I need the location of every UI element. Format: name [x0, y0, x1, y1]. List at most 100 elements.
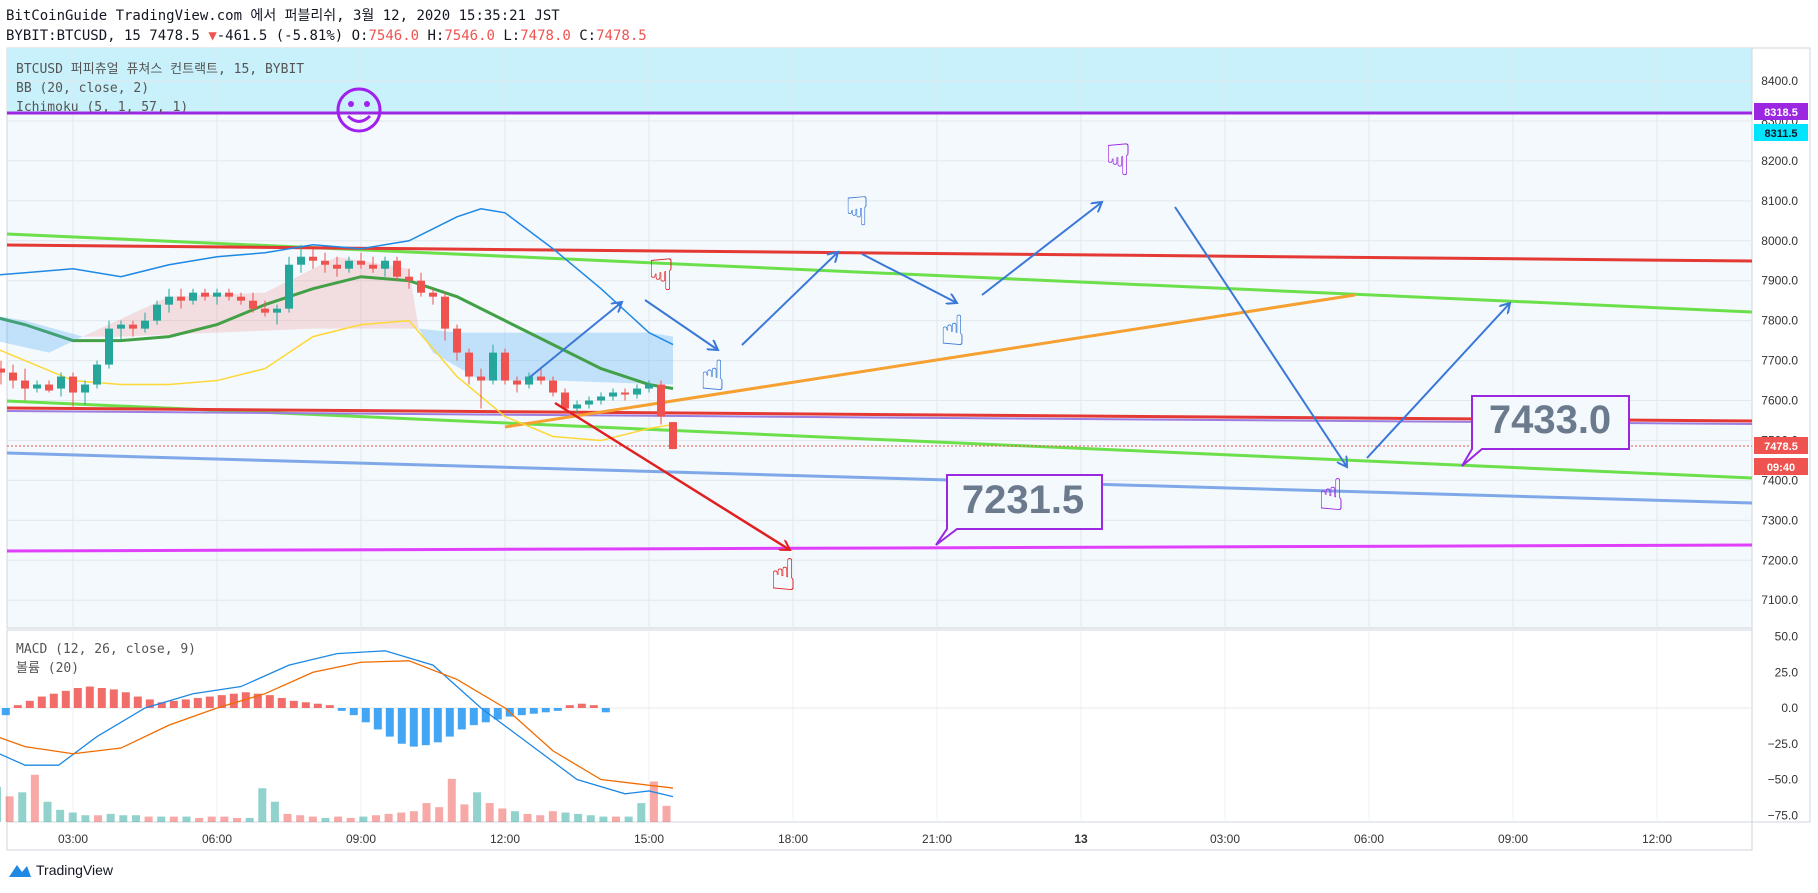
- macd-hist-bar: [181, 699, 190, 708]
- candle-body: [189, 292, 197, 301]
- candle-body: [57, 376, 65, 389]
- smiley-icon[interactable]: [336, 87, 382, 133]
- legend-macd[interactable]: MACD (12, 26, close, 9): [16, 642, 196, 657]
- macd-tick-label: 25.0: [1775, 665, 1799, 679]
- macd-hist-bar: [325, 705, 334, 708]
- change-triangle-icon: ▼: [208, 28, 217, 44]
- projection-arrow-5[interactable]: [981, 202, 1102, 296]
- price-tick-label: 8100.0: [1761, 194, 1798, 208]
- projection-arrow-7[interactable]: [1366, 303, 1510, 459]
- volume-bar: [207, 816, 216, 822]
- projection-arrow-2[interactable]: [644, 299, 718, 350]
- macd-hist-bar: [553, 708, 562, 711]
- price-tick-label: 7700.0: [1761, 354, 1798, 368]
- candle-body: [105, 328, 113, 365]
- candle-body: [357, 260, 365, 265]
- legend-bb[interactable]: BB (20, close, 2): [16, 81, 149, 96]
- volume-bar: [258, 788, 267, 822]
- time-axis[interactable]: [6, 821, 1753, 851]
- candle-body: [657, 384, 665, 417]
- candle-body: [441, 296, 449, 329]
- pointing-hand-purple-icon[interactable]: ☝: [1318, 470, 1345, 521]
- pointing-hand-blue-icon[interactable]: ☝: [940, 306, 965, 355]
- price-callout-middle[interactable]: 7231.5: [935, 474, 1103, 546]
- volume-bar: [30, 774, 39, 822]
- pointing-hand-blue-icon[interactable]: ☝: [700, 351, 725, 400]
- trend-line-blue[interactable]: [6, 451, 1753, 505]
- candle-body: [9, 372, 17, 381]
- time-ticks: 03:00 06:00 09:00 12:00 15:00 18:00 21:00 13 03:…: [58, 832, 1672, 846]
- macd-hist-bar: [577, 703, 586, 708]
- tradingview-logo-icon: [9, 865, 31, 877]
- tradingview-logo[interactable]: TradingView: [8, 862, 113, 878]
- projection-arrow-6[interactable]: [1174, 206, 1347, 467]
- volume-bar: [94, 815, 103, 822]
- macd-hist-bar: [25, 700, 34, 708]
- volume-bar: [56, 809, 65, 822]
- legend-volume[interactable]: 볼륨 (20): [16, 661, 79, 676]
- macd-hist-bar: [313, 703, 322, 708]
- legend-main[interactable]: BTCUSD 퍼피츄얼 퓨쳐스 컨트랙트, 15, BYBIT: [16, 62, 304, 77]
- volume-bar: [119, 815, 128, 822]
- macd-tick-label: 50.0: [1775, 630, 1799, 644]
- price-callout-right[interactable]: 7433.0: [1461, 395, 1630, 467]
- volume-bar: [5, 796, 14, 822]
- volume-bar: [649, 781, 658, 822]
- macd-hist-bar: [193, 697, 202, 708]
- candle-body: [585, 400, 593, 405]
- volume-bar: [536, 815, 545, 822]
- price-pane[interactable]: [6, 47, 1753, 629]
- candle-body: [573, 404, 581, 409]
- macd-pane[interactable]: [6, 629, 1753, 823]
- legend-ichimoku[interactable]: Ichimoku (5, 1, 57, 1): [16, 100, 188, 115]
- price-axis[interactable]: [1751, 47, 1811, 823]
- volume-bar: [409, 811, 418, 822]
- projection-arrow-1[interactable]: [529, 302, 622, 378]
- macd-hist-bar: [373, 708, 382, 730]
- open-value: 7546.0: [368, 28, 420, 44]
- pointing-hand-purple-icon[interactable]: ☟: [1105, 135, 1132, 186]
- macd-hist-bar: [457, 708, 466, 730]
- trend-line-orange[interactable]: [504, 293, 1356, 429]
- candle-body: [465, 352, 473, 377]
- candle-body: [153, 304, 161, 321]
- time-tick-label: 13: [1074, 832, 1088, 846]
- pointing-hand-red-icon[interactable]: ☟: [648, 250, 675, 301]
- candle-body: [69, 376, 77, 393]
- volume-bar: [346, 817, 355, 822]
- projection-arrow-3[interactable]: [741, 252, 838, 346]
- pointing-hand-red-icon[interactable]: ☝: [770, 550, 797, 601]
- price-tick-label: 7900.0: [1761, 274, 1798, 288]
- high-value: 7546.0: [444, 28, 495, 44]
- volume-bar: [308, 816, 317, 822]
- projection-arrow-red[interactable]: [554, 401, 790, 552]
- ichimoku-cloud-bearish: [82, 256, 419, 337]
- candle-body: [381, 260, 389, 269]
- trend-line-purple[interactable]: [6, 410, 1753, 425]
- low-value: 7478.0: [520, 28, 571, 44]
- candle-body: [453, 328, 461, 353]
- volume-bar: [473, 792, 482, 822]
- volume-bar: [447, 778, 456, 822]
- volume-bar: [18, 792, 27, 822]
- price-tick-label: 8200.0: [1761, 154, 1798, 168]
- symbol-label: BYBIT:BTCUSD, 15 7478.5: [6, 28, 200, 44]
- time-tick-label: 03:00: [1210, 832, 1240, 846]
- price-tick-label: 8000.0: [1761, 234, 1798, 248]
- pointing-hand-blue-icon[interactable]: ☟: [845, 189, 869, 235]
- trend-line-red-lower[interactable]: [6, 406, 1753, 423]
- price-tag-top: 8318.5: [1754, 103, 1808, 120]
- volume-bar: [43, 801, 52, 822]
- time-tick-label: 06:00: [202, 832, 232, 846]
- projection-arrow-4[interactable]: [861, 253, 957, 303]
- candle-body: [501, 352, 509, 381]
- macd-hist-bar: [265, 695, 274, 708]
- time-tick-label: 21:00: [922, 832, 952, 846]
- ohlc-row: BYBIT:BTCUSD, 15 7478.5 ▼-461.5 (-5.81%)…: [6, 26, 647, 46]
- support-line-magenta[interactable]: [6, 543, 1753, 553]
- candle-body: [81, 384, 89, 393]
- macd-hist-bar: [217, 695, 226, 708]
- volume-bar: [106, 813, 115, 822]
- volume-bar: [498, 808, 507, 822]
